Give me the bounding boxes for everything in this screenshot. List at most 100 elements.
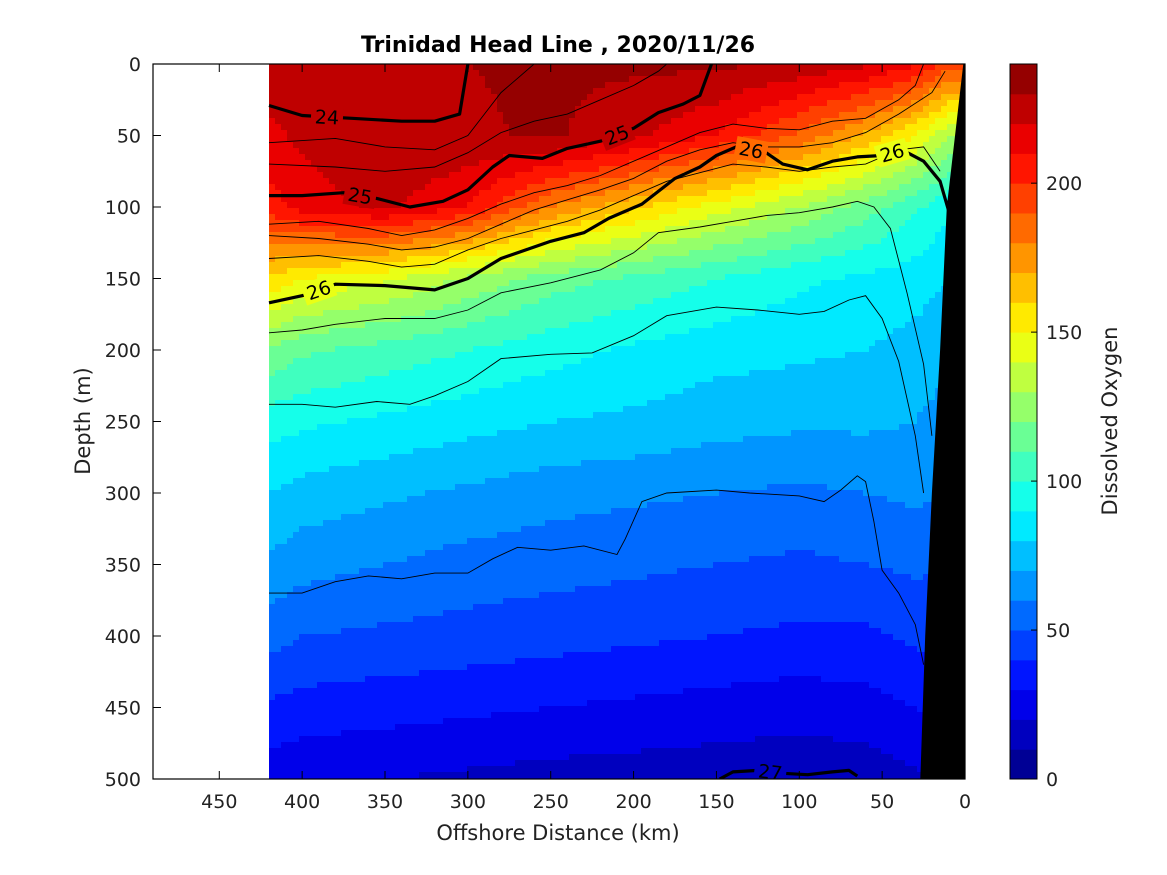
oxygen-cell	[845, 220, 852, 227]
oxygen-cell	[497, 88, 504, 95]
oxygen-cell	[353, 262, 360, 269]
oxygen-cell	[905, 64, 912, 71]
oxygen-cell	[293, 136, 300, 143]
oxygen-cell	[377, 274, 384, 281]
oxygen-cell	[569, 172, 576, 179]
oxygen-cell	[731, 166, 738, 173]
oxygen-cell	[887, 220, 894, 227]
oxygen-cell	[425, 238, 432, 245]
oxygen-cell	[515, 280, 522, 287]
oxygen-cell	[347, 286, 354, 293]
oxygen-cell	[617, 298, 624, 305]
oxygen-cell	[863, 292, 870, 299]
oxygen-cell	[749, 262, 756, 269]
oxygen-cell	[545, 70, 552, 77]
oxygen-cell	[341, 298, 348, 305]
oxygen-cell	[821, 292, 828, 299]
oxygen-cell	[317, 130, 324, 137]
oxygen-cell	[755, 160, 762, 167]
oxygen-cell	[515, 214, 522, 221]
oxygen-cell	[689, 124, 696, 131]
oxygen-cell	[551, 112, 558, 119]
oxygen-cell	[833, 154, 840, 161]
oxygen-cell	[359, 118, 366, 125]
oxygen-cell	[917, 100, 924, 107]
oxygen-cell	[929, 274, 936, 281]
oxygen-cell	[851, 184, 858, 191]
oxygen-cell	[671, 250, 678, 257]
oxygen-cell	[545, 292, 552, 299]
oxygen-cell	[641, 190, 648, 197]
oxygen-cell	[689, 196, 696, 203]
oxygen-cell	[785, 148, 792, 155]
oxygen-cell	[437, 172, 444, 179]
oxygen-cell	[839, 196, 846, 203]
oxygen-cell	[335, 88, 342, 95]
oxygen-cell	[797, 118, 804, 125]
oxygen-cell	[821, 190, 828, 197]
oxygen-cell	[665, 112, 672, 119]
oxygen-cell	[593, 310, 600, 317]
oxygen-cell	[803, 268, 810, 275]
oxygen-cell	[335, 250, 342, 257]
oxygen-cell	[503, 94, 510, 101]
oxygen-cell	[479, 118, 486, 125]
oxygen-cell	[821, 130, 828, 137]
oxygen-cell	[509, 112, 516, 119]
oxygen-cell	[911, 256, 918, 263]
oxygen-cell	[341, 160, 348, 167]
oxygen-cell	[491, 142, 498, 149]
oxygen-cell	[737, 202, 744, 209]
oxygen-cell	[599, 82, 606, 89]
oxygen-cell	[737, 298, 744, 305]
oxygen-cell	[683, 142, 690, 149]
oxygen-cell	[935, 256, 942, 263]
oxygen-cell	[917, 262, 924, 269]
oxygen-cell	[413, 280, 420, 287]
oxygen-cell	[935, 172, 942, 179]
oxygen-cell	[449, 94, 456, 101]
oxygen-cell	[401, 238, 408, 245]
oxygen-cell	[449, 244, 456, 251]
oxygen-cell	[443, 124, 450, 131]
oxygen-cell	[515, 118, 522, 125]
oxygen-cell	[617, 118, 624, 125]
oxygen-cell	[401, 226, 408, 233]
oxygen-cell	[899, 64, 906, 71]
oxygen-cell	[905, 214, 912, 221]
oxygen-cell	[713, 286, 720, 293]
oxygen-cell	[827, 214, 834, 221]
oxygen-cell	[533, 130, 540, 137]
oxygen-cell	[917, 298, 924, 305]
oxygen-cell	[395, 298, 402, 305]
oxygen-cell	[395, 154, 402, 161]
oxygen-cell	[269, 94, 276, 101]
oxygen-cell	[647, 154, 654, 161]
oxygen-cell	[443, 184, 450, 191]
oxygen-cell	[629, 220, 636, 227]
oxygen-cell	[701, 226, 708, 233]
oxygen-cell	[761, 250, 768, 257]
oxygen-cell	[425, 160, 432, 167]
oxygen-cell	[911, 268, 918, 275]
oxygen-cell	[401, 268, 408, 275]
oxygen-cell	[395, 100, 402, 107]
oxygen-cell	[893, 76, 900, 83]
oxygen-cell	[419, 142, 426, 149]
oxygen-cell	[275, 292, 282, 299]
oxygen-cell	[335, 214, 342, 221]
oxygen-cell	[743, 268, 750, 275]
oxygen-cell	[521, 94, 528, 101]
oxygen-cell	[803, 172, 810, 179]
oxygen-cell	[479, 70, 486, 77]
oxygen-cell	[767, 274, 774, 281]
oxygen-cell	[335, 286, 342, 293]
oxygen-cell	[887, 190, 894, 197]
oxygen-cell	[731, 256, 738, 263]
oxygen-cell	[617, 82, 624, 89]
oxygen-cell	[473, 226, 480, 233]
oxygen-cell	[593, 172, 600, 179]
oxygen-cell	[599, 280, 606, 287]
oxygen-cell	[383, 298, 390, 305]
oxygen-cell	[521, 130, 528, 137]
